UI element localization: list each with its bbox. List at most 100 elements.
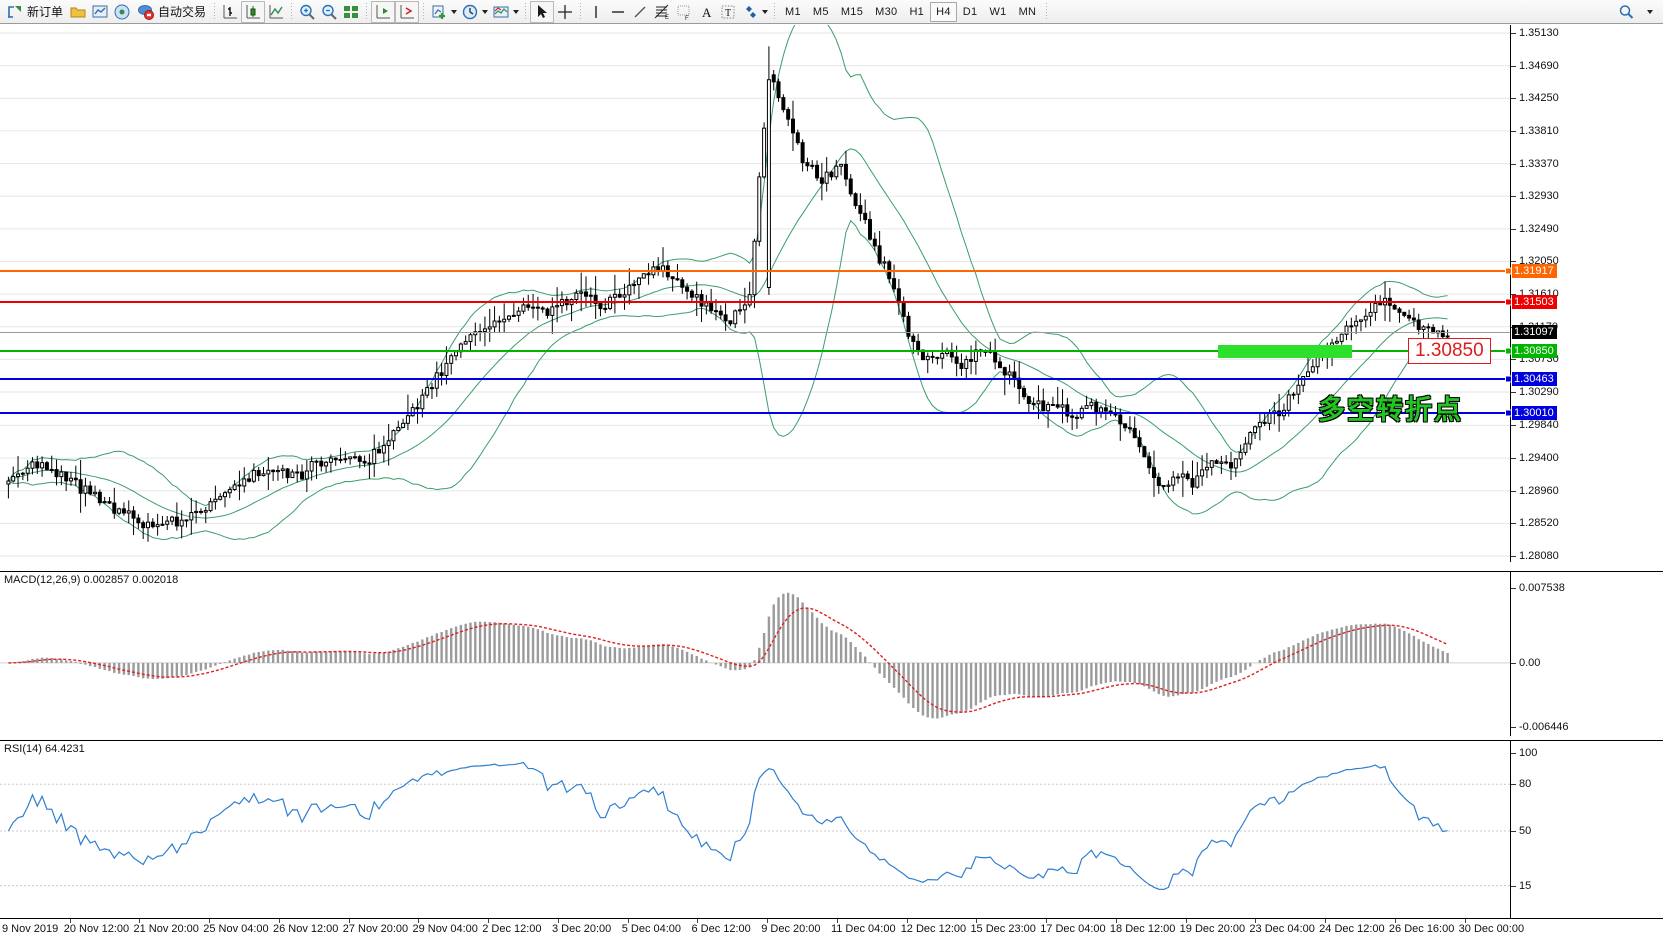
chevron-down-icon-3[interactable] [513, 9, 520, 14]
price-tick-label: 1.34250 [1519, 92, 1559, 105]
rsi-pane[interactable]: RSI(14) 64.4231 100 80 50 15 9 Nov 2019 20 N… [0, 740, 1663, 940]
turning-point-annotation[interactable]: 多空转折点 [1318, 395, 1463, 425]
zoom-out-button[interactable] [318, 1, 340, 23]
channel-button[interactable]: F [673, 1, 695, 23]
hline-handle-resistance-upper[interactable] [1505, 267, 1512, 275]
hline-handle-support-blue-2[interactable] [1505, 409, 1512, 417]
price-plot[interactable] [0, 25, 1510, 562]
open-data-folder-button[interactable] [67, 1, 89, 23]
macd-tick-label: 0.007538 [1519, 582, 1565, 594]
macd-tick-label: 0.00 [1519, 656, 1541, 669]
period-button[interactable] [459, 1, 490, 23]
objects-icon [741, 3, 759, 21]
time-tick-label: 24 Dec 12:00 [1319, 923, 1385, 935]
objects-button[interactable] [739, 1, 770, 23]
main-toolbar: 新订单 [0, 0, 1663, 24]
timeframe-m1-button[interactable]: M1 [785, 5, 801, 18]
cursor-button[interactable] [530, 0, 555, 23]
chevron-down-icon[interactable] [451, 9, 458, 14]
timeframe-h1-button[interactable]: H1 [909, 5, 925, 18]
toolbar-separator-5 [525, 2, 527, 21]
timeframe-m30-button[interactable]: M30 [875, 5, 898, 18]
timeframe-m15-button[interactable]: M15 [840, 5, 864, 18]
support-zone-highlight[interactable] [1218, 344, 1352, 358]
bar-chart-button[interactable] [219, 1, 241, 23]
text-label-button[interactable]: T [717, 1, 739, 23]
hline-resistance-upper[interactable] [0, 270, 1510, 273]
chevron-down-icon-2[interactable] [482, 9, 489, 14]
price-pane[interactable]: 1.35130 1.34690 1.34250 1.33810 1.33370 1.329… [0, 25, 1663, 562]
line-chart-button[interactable] [265, 1, 287, 23]
hline-handle-support-green[interactable] [1505, 347, 1512, 354]
search-button[interactable] [1615, 1, 1637, 23]
hline-handle-support-blue-1[interactable] [1505, 375, 1512, 383]
add-indicator-button[interactable] [428, 1, 459, 23]
chevron-down-icon-5[interactable] [1646, 9, 1653, 14]
time-tick [348, 919, 350, 923]
price-tick [1511, 196, 1516, 198]
market-watch-button[interactable] [89, 1, 111, 23]
signals-button[interactable] [111, 1, 133, 23]
toolbar-overflow-button[interactable] [1637, 1, 1659, 23]
time-tick-label: 11 Dec 04:00 [830, 923, 896, 935]
macd-plot[interactable] [0, 572, 1510, 736]
chevron-down-icon-4[interactable] [762, 9, 769, 14]
hline-support-blue-1[interactable] [0, 378, 1510, 381]
macd-tick [1511, 727, 1516, 728]
hline-support-blue-2[interactable] [0, 411, 1510, 414]
hline-label-resistance-lower: 1.31503 [1512, 295, 1557, 310]
zoom-in-button[interactable] [296, 1, 318, 23]
macd-axis: 0.007538 0.00 -0.006446 [1510, 572, 1663, 736]
new-order-button[interactable]: 新订单 [2, 1, 67, 23]
time-tick [976, 919, 978, 923]
time-tick [69, 919, 71, 923]
timeframe-w1-button[interactable]: W1 [989, 5, 1007, 18]
rsi-plot[interactable] [0, 741, 1510, 918]
price-tick [1511, 556, 1516, 557]
autotrade-button[interactable]: 自动交易 [133, 1, 210, 23]
price-tick [1511, 294, 1516, 296]
price-axis[interactable]: 1.35130 1.34690 1.34250 1.33810 1.33370 1.329… [1510, 25, 1663, 562]
candlestick-chart-button[interactable] [241, 0, 266, 23]
chart-area[interactable]: 1.35130 1.34690 1.34250 1.33810 1.33370 1.329… [0, 25, 1663, 951]
time-tick [1394, 919, 1396, 923]
templates-button[interactable] [490, 1, 521, 23]
chart-shift-button[interactable] [371, 0, 396, 23]
time-axis[interactable]: 9 Nov 2019 20 Nov 12:00 21 Nov 20:00 25 Nov… [0, 918, 1663, 940]
time-tick [906, 919, 908, 923]
macd-label: MACD(12,26,9) 0.002857 0.002018 [4, 574, 179, 586]
price-tick-label: 1.28080 [1519, 550, 1559, 562]
hline-support-green[interactable] [0, 349, 1510, 352]
new-order-icon [6, 3, 24, 21]
tile-windows-button[interactable] [340, 1, 362, 23]
chart-shift-icon [374, 3, 392, 21]
time-tick-label: 17 Dec 04:00 [1040, 923, 1106, 935]
price-callout-box[interactable]: 1.30850 [1408, 337, 1491, 364]
timeframe-h4-button[interactable]: H4 [930, 1, 957, 22]
time-tick [557, 919, 559, 923]
text-label-icon: T [719, 3, 737, 21]
timeframe-m5-button[interactable]: M5 [812, 5, 829, 18]
fibonacci-button[interactable]: E [651, 1, 673, 23]
svg-text:A: A [702, 5, 712, 20]
vertical-line-button[interactable] [585, 1, 607, 23]
timeframe-d1-button[interactable]: D1 [962, 5, 978, 18]
trendline-button[interactable] [629, 1, 651, 23]
hline-current-price[interactable] [0, 331, 1510, 333]
tile-windows-icon [342, 3, 360, 21]
hline-handle-resistance-lower[interactable] [1505, 298, 1512, 306]
time-tick-label: 25 Nov 04:00 [203, 923, 269, 935]
time-tick [1255, 919, 1257, 923]
timeframe-mn-button[interactable]: MN [1018, 5, 1037, 18]
crosshair-button[interactable] [554, 1, 576, 23]
hline-label-support-blue-1: 1.30463 [1512, 372, 1557, 387]
text-button[interactable]: A [695, 1, 717, 23]
price-tick [1511, 163, 1516, 165]
macd-pane[interactable]: MACD(12,26,9) 0.002857 0.002018 0.007538… [0, 571, 1663, 736]
horizontal-line-button[interactable] [607, 1, 629, 23]
time-tick-label: 12 Dec 12:00 [900, 923, 967, 935]
hline-resistance-lower[interactable] [0, 301, 1510, 304]
time-tick [836, 919, 838, 923]
price-tick [1511, 359, 1516, 361]
auto-scroll-button[interactable] [395, 0, 420, 23]
